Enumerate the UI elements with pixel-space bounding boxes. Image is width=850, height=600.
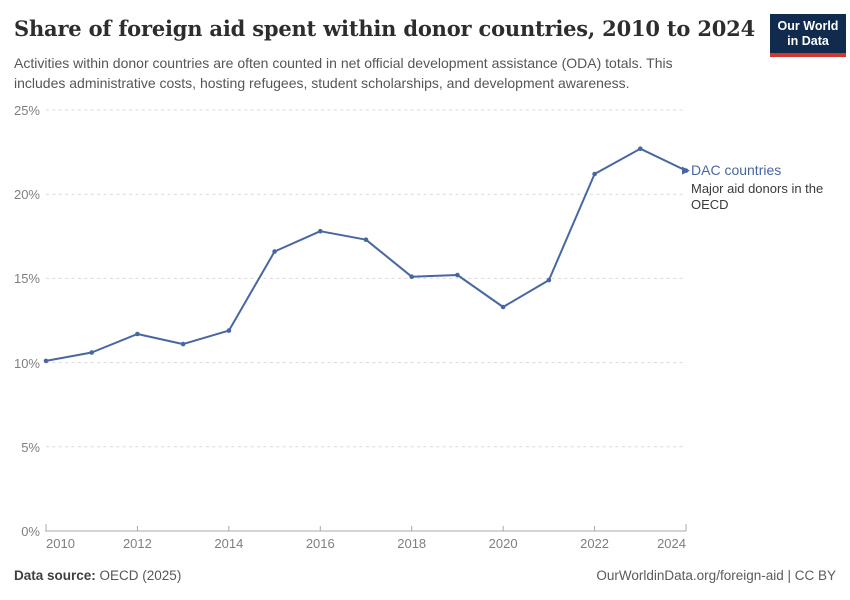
series-label: DAC countries <box>691 162 782 178</box>
owid-logo: Our World in Data <box>770 14 846 57</box>
data-point <box>135 331 140 337</box>
y-axis-label: 20% <box>13 187 40 203</box>
y-axis-label: 15% <box>13 271 40 287</box>
data-point <box>363 237 369 242</box>
data-point <box>272 249 277 254</box>
data-source: Data source: OECD (2025) <box>14 568 181 583</box>
x-axis-label: 2014 <box>214 536 244 551</box>
data-point <box>180 341 186 347</box>
credit-text: OurWorldinData.org/foreign-aid | CC BY <box>596 568 836 583</box>
owid-logo-line1: Our World <box>777 19 839 33</box>
owid-logo-line2: in Data <box>787 34 829 48</box>
chart-subtitle-line2: includes administrative costs, hosting r… <box>14 74 630 91</box>
x-axis-label: 2022 <box>580 536 610 551</box>
x-axis-label: 2012 <box>122 536 152 551</box>
data-point <box>546 277 552 283</box>
data-source-label: Data source: <box>14 568 96 583</box>
data-point <box>43 358 49 364</box>
y-axis-label: 0% <box>21 524 40 539</box>
data-point <box>409 274 415 280</box>
x-axis-label: 2018 <box>397 536 427 551</box>
series-legend: DAC countries Major aid donors in the OE… <box>691 162 841 213</box>
y-axis-label: 10% <box>13 355 40 371</box>
x-axis-label: 2010 <box>46 536 75 551</box>
data-point <box>455 272 460 278</box>
data-point <box>592 171 597 177</box>
data-point <box>500 304 506 310</box>
line-end-arrow <box>682 166 690 175</box>
data-source-value: OECD (2025) <box>95 568 182 583</box>
data-point <box>318 228 323 234</box>
data-line <box>45 147 687 362</box>
x-axis-label: 2020 <box>488 536 518 551</box>
data-point <box>89 350 94 355</box>
series-description: Major aid donors in the OECD <box>691 181 824 212</box>
x-axis-label: 2024 <box>657 536 686 551</box>
data-point <box>226 328 232 333</box>
y-axis-label: 5% <box>21 439 40 455</box>
chart-subtitle: Activities within donor countries are of… <box>14 54 754 93</box>
x-axis-label: 2016 <box>305 536 335 551</box>
chart-subtitle-line1: Activities within donor countries are of… <box>14 55 673 71</box>
data-point <box>638 146 643 151</box>
chart-title: Share of foreign aid spent within donor … <box>14 16 755 41</box>
y-axis-label: 25% <box>13 103 40 118</box>
